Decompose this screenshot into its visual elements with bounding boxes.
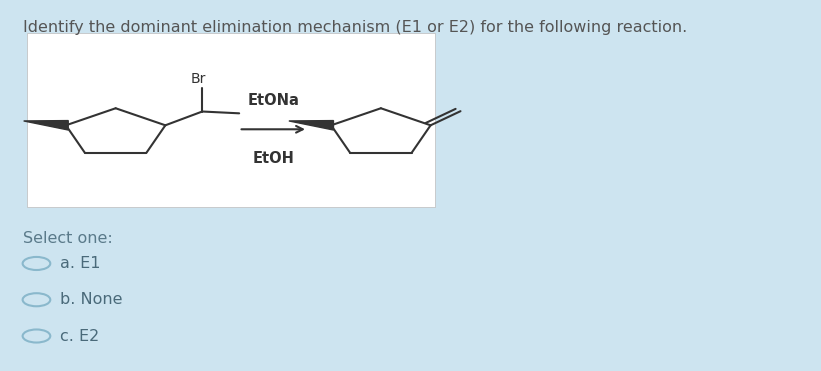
- Polygon shape: [24, 121, 68, 130]
- Text: a. E1: a. E1: [59, 256, 100, 271]
- Polygon shape: [289, 121, 333, 130]
- Text: Select one:: Select one:: [23, 231, 113, 246]
- Text: Identify the dominant elimination mechanism (E1 or E2) for the following reactio: Identify the dominant elimination mechan…: [23, 20, 688, 36]
- Bar: [27, 33, 434, 207]
- Text: EtOH: EtOH: [252, 151, 294, 166]
- Text: Br: Br: [190, 72, 206, 86]
- Text: b. None: b. None: [59, 292, 122, 307]
- Text: EtONa: EtONa: [247, 92, 299, 108]
- Text: c. E2: c. E2: [59, 328, 99, 344]
